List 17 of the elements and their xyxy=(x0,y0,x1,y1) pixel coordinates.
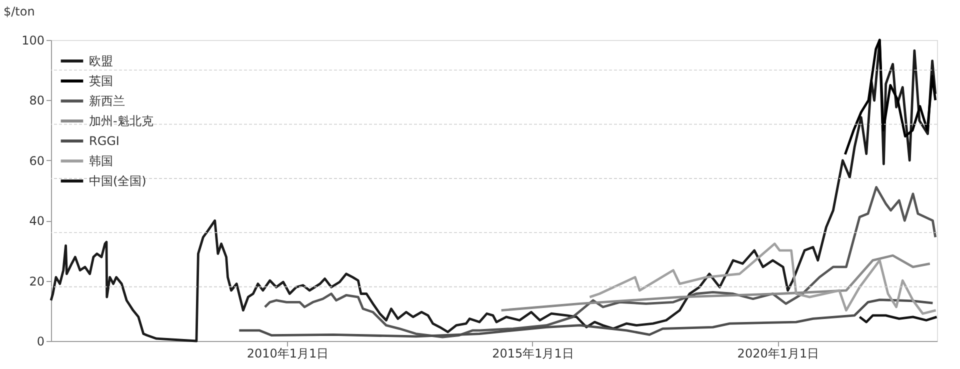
legend-label: 加州-魁北克 xyxy=(89,114,154,128)
y-tick-label: 80 xyxy=(29,94,44,108)
legend-label: RGGI xyxy=(89,134,120,148)
y-tick-label: 60 xyxy=(29,154,44,168)
x-tick-label: 2010年1月1日 xyxy=(246,346,329,360)
y-tick-label: 40 xyxy=(29,214,44,228)
legend-label: 新西兰 xyxy=(89,94,125,108)
x-tick-label: 2020年1月1日 xyxy=(737,346,820,360)
legend-label: 韩国 xyxy=(89,154,113,168)
legend-label: 英国 xyxy=(89,74,113,88)
y-tick-label: 100 xyxy=(22,34,44,48)
y-tick-label: 20 xyxy=(29,274,44,288)
legend-label: 欧盟 xyxy=(89,54,113,68)
y-axis-title: $/ton xyxy=(4,4,35,18)
x-tick-label: 2015年1月1日 xyxy=(492,346,574,360)
legend-label: 中国(全国) xyxy=(89,174,146,188)
y-tick-label: 0 xyxy=(36,334,44,348)
